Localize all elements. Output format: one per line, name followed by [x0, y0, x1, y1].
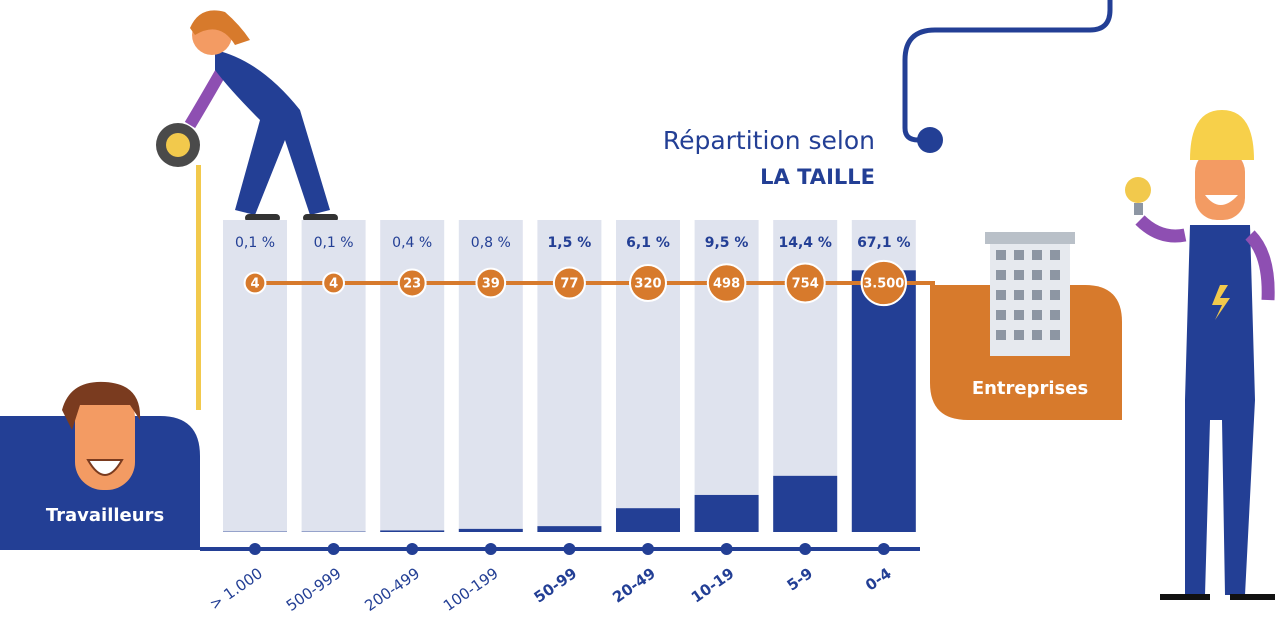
value-label: 67,1 %: [857, 235, 910, 251]
bubble-label: 77: [560, 277, 578, 292]
axis-dot: [642, 543, 654, 555]
man-illustration: [1125, 110, 1275, 600]
value-label: 6,1 %: [626, 235, 670, 251]
bar: [695, 495, 759, 532]
x-tick-label: 0-4: [862, 564, 895, 594]
bubble-label: 4: [250, 277, 259, 292]
bar-background: [223, 220, 287, 532]
axis-dot: [721, 543, 733, 555]
value-label: 14,4 %: [778, 235, 831, 251]
connector-dot: [917, 127, 943, 153]
bar: [380, 530, 444, 532]
bubble-label: 320: [634, 277, 661, 292]
axis-dot: [563, 543, 575, 555]
axis-dot: [406, 543, 418, 555]
bubble-label: 4: [329, 277, 338, 292]
bubble-label: 23: [403, 277, 421, 292]
bar: [773, 476, 837, 532]
x-tick-label: 10-19: [688, 564, 738, 606]
bar: [459, 529, 523, 532]
axis-dot: [878, 543, 890, 555]
value-label: 0,4 %: [392, 235, 432, 251]
value-label: 1,5 %: [548, 235, 592, 251]
axis-dot: [485, 543, 497, 555]
axis-dot: [249, 543, 261, 555]
value-label: 9,5 %: [705, 235, 749, 251]
x-tick-label: 500-999: [283, 564, 345, 615]
bubble-label: 39: [482, 277, 500, 292]
x-tick-label: > 1.000: [206, 564, 266, 613]
axis-dot: [328, 543, 340, 555]
bar: [537, 526, 601, 532]
chart-subtitle: LA TAILLE: [760, 165, 875, 189]
bar-background: [302, 220, 366, 532]
bubble-label: 3.500: [863, 277, 904, 292]
x-tick-label: 50-99: [531, 564, 581, 606]
bar: [616, 508, 680, 532]
value-label: 0,1 %: [314, 235, 354, 251]
x-tick-label: 5-9: [784, 564, 817, 594]
x-tick-label: 200-499: [361, 564, 423, 615]
x-tick-label: 100-199: [440, 564, 502, 615]
legend-label: Entreprises: [972, 378, 1088, 399]
legend-label: Travailleurs: [46, 505, 164, 526]
bar-background: [459, 220, 523, 532]
bubble-label: 498: [713, 277, 740, 292]
bubble-label: 754: [792, 277, 819, 292]
x-tick-label: 20-49: [609, 564, 659, 606]
building-icon: [985, 232, 1075, 356]
connector: [905, 0, 1110, 140]
bar: [852, 270, 916, 532]
value-label: 0,1 %: [235, 235, 275, 251]
bar-background: [380, 220, 444, 532]
value-label: 0,8 %: [471, 235, 511, 251]
chart-title: Répartition selon: [663, 126, 875, 155]
axis-dot: [799, 543, 811, 555]
